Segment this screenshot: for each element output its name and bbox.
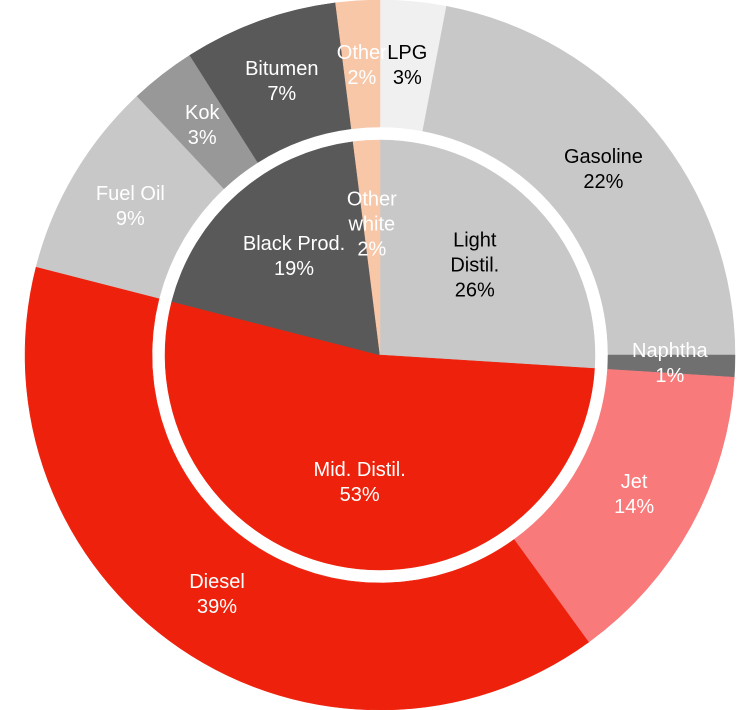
category-label: Gasoline — [563, 146, 643, 169]
slice-label: Fuel Oil 9% — [96, 182, 165, 232]
slice-label: Light Distil. 26% — [440, 229, 510, 304]
category-label: Diesel — [189, 570, 245, 593]
slice — [422, 5, 736, 356]
category-label: Mid. Distil. — [313, 459, 406, 482]
value-label: 2% — [347, 66, 377, 89]
slice-label: LPG 3% — [387, 41, 427, 91]
value-label: 53% — [339, 484, 380, 507]
category-label: LPG — [387, 42, 428, 65]
slice — [352, 139, 381, 356]
category-label: Black Prod. — [242, 233, 346, 256]
category-label: Other — [336, 41, 387, 64]
category-label: Kok — [185, 101, 220, 124]
value-label: 19% — [273, 258, 315, 281]
slice — [24, 266, 590, 710]
category-label: Bitumen — [245, 58, 319, 81]
category-label: Fuel Oil — [95, 183, 165, 206]
value-label: 39% — [196, 595, 237, 618]
slice — [171, 141, 381, 356]
value-label: 14% — [614, 495, 655, 518]
category-label: Light Distil. — [450, 229, 500, 277]
category-label: Other white — [346, 188, 397, 236]
slice-label: Naphtha 1% — [632, 339, 708, 389]
slice — [513, 369, 735, 643]
slice-label: Diesel 39% — [189, 570, 245, 620]
slice-label: Black Prod. 19% — [243, 232, 345, 282]
slice-label: Bitumen 7% — [245, 57, 318, 107]
slice-label: Gasoline 22% — [564, 145, 643, 195]
slice-label: Jet 14% — [614, 470, 654, 520]
value-label: 1% — [655, 365, 685, 388]
category-label: Jet — [620, 470, 648, 493]
value-label: 7% — [267, 83, 297, 106]
value-label: 26% — [454, 279, 495, 302]
value-label: 22% — [583, 171, 624, 194]
value-label: 3% — [392, 67, 422, 90]
slice — [379, 139, 596, 369]
slice-label: Kok 3% — [185, 101, 219, 151]
slice — [335, 0, 381, 130]
slice-label: Other white 2% — [337, 188, 407, 263]
value-label: 3% — [187, 126, 217, 149]
slice — [164, 301, 595, 571]
value-label: 9% — [115, 208, 145, 231]
slice-label: Other 2% — [337, 41, 387, 91]
value-label: 2% — [357, 238, 387, 261]
slice-label: Mid. Distil. 53% — [314, 458, 406, 508]
category-label: Naphtha — [632, 340, 708, 363]
